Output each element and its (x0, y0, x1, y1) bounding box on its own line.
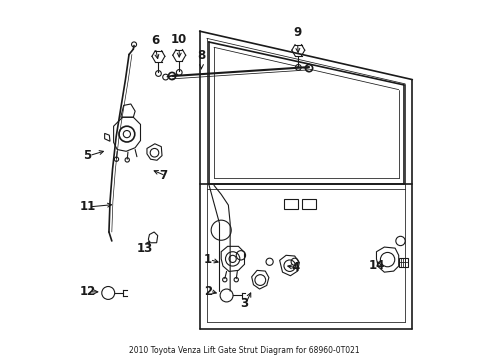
Text: 3: 3 (239, 297, 247, 310)
Text: 9: 9 (293, 26, 301, 40)
Text: 4: 4 (291, 261, 299, 274)
Text: 8: 8 (197, 49, 205, 62)
Text: 5: 5 (83, 149, 91, 162)
Text: 2: 2 (203, 285, 212, 298)
Text: 2010 Toyota Venza Lift Gate Strut Diagram for 68960-0T021: 2010 Toyota Venza Lift Gate Strut Diagra… (129, 346, 359, 355)
Text: 13: 13 (137, 242, 153, 255)
Text: 12: 12 (79, 285, 95, 298)
Text: 10: 10 (171, 32, 187, 45)
Text: 11: 11 (79, 201, 95, 213)
Text: 7: 7 (160, 169, 167, 182)
Text: 6: 6 (151, 33, 160, 46)
Text: 14: 14 (368, 259, 385, 272)
Text: 1: 1 (203, 253, 212, 266)
